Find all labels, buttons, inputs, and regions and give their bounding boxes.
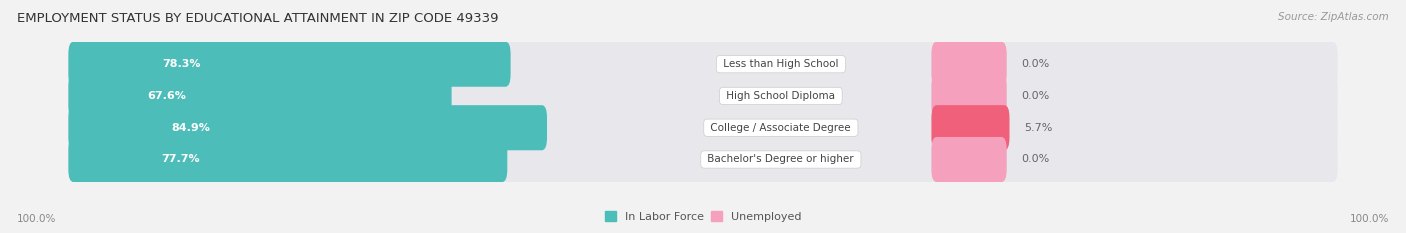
Text: 0.0%: 0.0% — [1021, 91, 1049, 101]
Text: 0.0%: 0.0% — [1021, 154, 1049, 164]
Text: 77.7%: 77.7% — [162, 154, 200, 164]
FancyBboxPatch shape — [69, 137, 1337, 182]
Text: Bachelor's Degree or higher: Bachelor's Degree or higher — [704, 154, 858, 164]
FancyBboxPatch shape — [931, 137, 1007, 182]
FancyBboxPatch shape — [69, 105, 1337, 150]
Legend: In Labor Force, Unemployed: In Labor Force, Unemployed — [602, 208, 804, 225]
FancyBboxPatch shape — [931, 73, 1007, 119]
FancyBboxPatch shape — [69, 42, 510, 87]
Text: 78.3%: 78.3% — [162, 59, 201, 69]
Text: Source: ZipAtlas.com: Source: ZipAtlas.com — [1278, 12, 1389, 22]
Text: 84.9%: 84.9% — [172, 123, 209, 133]
Text: Less than High School: Less than High School — [720, 59, 842, 69]
FancyBboxPatch shape — [931, 105, 1010, 150]
FancyBboxPatch shape — [931, 42, 1007, 87]
Text: 100.0%: 100.0% — [1350, 214, 1389, 224]
Text: 0.0%: 0.0% — [1021, 59, 1049, 69]
Text: EMPLOYMENT STATUS BY EDUCATIONAL ATTAINMENT IN ZIP CODE 49339: EMPLOYMENT STATUS BY EDUCATIONAL ATTAINM… — [17, 12, 498, 25]
Text: 100.0%: 100.0% — [17, 214, 56, 224]
Text: 67.6%: 67.6% — [148, 91, 186, 101]
FancyBboxPatch shape — [69, 105, 547, 150]
Text: High School Diploma: High School Diploma — [723, 91, 838, 101]
FancyBboxPatch shape — [69, 42, 1337, 87]
FancyBboxPatch shape — [69, 73, 451, 119]
Text: College / Associate Degree: College / Associate Degree — [707, 123, 855, 133]
FancyBboxPatch shape — [69, 137, 508, 182]
Text: 5.7%: 5.7% — [1024, 123, 1052, 133]
FancyBboxPatch shape — [69, 73, 1337, 119]
